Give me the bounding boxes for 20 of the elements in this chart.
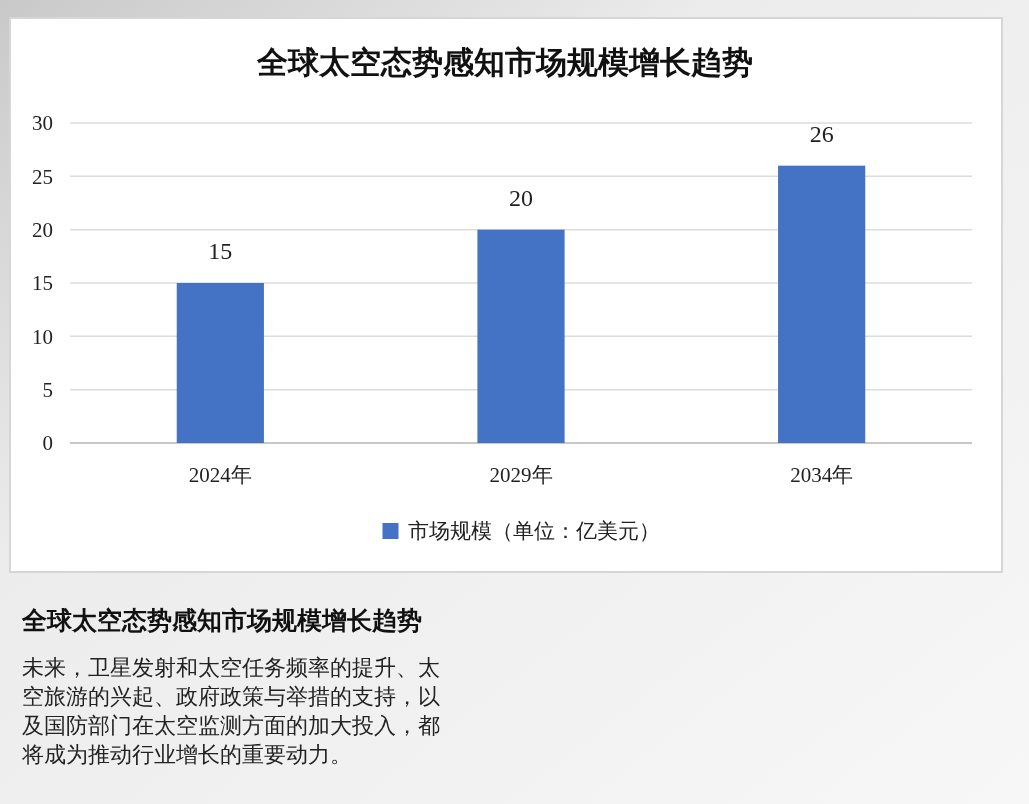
y-tick-label: 0 xyxy=(42,431,53,456)
data-label: 15 xyxy=(208,238,233,264)
y-tick-label: 20 xyxy=(32,218,53,243)
y-tick-label: 10 xyxy=(32,324,53,349)
bar xyxy=(778,165,866,443)
data-label: 26 xyxy=(809,120,834,147)
x-tick-label: 2029年 xyxy=(489,463,553,488)
text: 未来，卫星发射和太空任务频率的提升、太空旅游的兴起、政府政策与举措的支持，以及国防部门在太空监测方面的加大投入，都将成为推动行业增长的重要动力。 xyxy=(21,654,440,767)
y-tick-label: 15 xyxy=(32,271,53,296)
y-tick-label: 5 xyxy=(42,378,53,403)
text: 全球太空态势感知市场规模增长趋势 xyxy=(21,605,422,635)
bar xyxy=(477,229,565,443)
y-tick-label: 30 xyxy=(32,111,53,136)
x-tick-label: 2034年 xyxy=(790,463,854,488)
x-tick-label: 2024年 xyxy=(188,463,252,488)
chart-title: 全球太空态势感知市场规模增长趋势 xyxy=(256,45,753,80)
data-label: 20 xyxy=(509,184,533,211)
legend-label: 市场规模（单位：亿美元） xyxy=(407,519,660,544)
y-tick-label: 25 xyxy=(32,164,53,189)
bar xyxy=(176,283,264,443)
